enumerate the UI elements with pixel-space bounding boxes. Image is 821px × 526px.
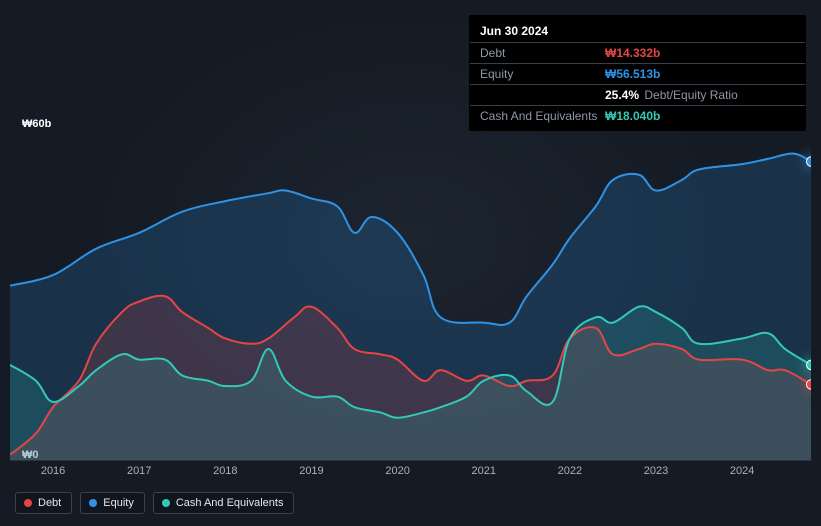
y-axis-max-label: ₩60b [22, 118, 51, 130]
legend-item-cash-and-equivalents[interactable]: Cash And Equivalents [153, 492, 295, 514]
chart-legend: Debt Equity Cash And Equivalents [15, 492, 294, 514]
x-tick: 2018 [213, 465, 237, 477]
hover-tooltip: Jun 30 2024 Debt₩14.332bEquity₩56.513b25… [469, 15, 806, 131]
tooltip-row-label [480, 88, 605, 102]
x-tick: 2021 [471, 465, 495, 477]
chart-plot[interactable] [10, 143, 811, 461]
x-tick: 2023 [644, 465, 668, 477]
legend-item-debt[interactable]: Debt [15, 492, 72, 514]
tooltip-row-value: ₩56.513b [605, 67, 795, 81]
tooltip-row-value: ₩14.332b [605, 46, 795, 60]
x-tick: 2024 [730, 465, 754, 477]
chart-svg [10, 143, 811, 460]
legend-label: Cash And Equivalents [176, 497, 284, 509]
marker-cash-and-equivalents [806, 360, 811, 370]
legend-label: Equity [103, 497, 134, 509]
tooltip-row-label: Debt [480, 46, 605, 60]
x-tick: 2020 [385, 465, 409, 477]
tooltip-date: Jun 30 2024 [470, 20, 805, 43]
legend-swatch [89, 499, 97, 507]
legend-swatch [162, 499, 170, 507]
tooltip-row-label: Equity [480, 67, 605, 81]
tooltip-row: Equity₩56.513b [470, 64, 805, 85]
x-tick: 2019 [299, 465, 323, 477]
chart-area: ₩60b ₩0 [10, 120, 811, 461]
tooltip-row: 25.4% Debt/Equity Ratio [470, 85, 805, 106]
x-axis: 2016 2017 2018 2019 2020 2021 2022 2023 2024 [10, 465, 811, 481]
tooltip-row-value: 25.4% Debt/Equity Ratio [605, 88, 795, 102]
legend-label: Debt [38, 497, 61, 509]
x-tick: 2022 [558, 465, 582, 477]
x-tick: 2017 [127, 465, 151, 477]
legend-item-equity[interactable]: Equity [80, 492, 145, 514]
marker-equity [806, 157, 811, 167]
x-tick: 2016 [41, 465, 65, 477]
marker-debt [806, 380, 811, 390]
tooltip-row: Debt₩14.332b [470, 43, 805, 64]
financial-history-chart: Jun 30 2024 Debt₩14.332bEquity₩56.513b25… [0, 0, 821, 526]
legend-swatch [24, 499, 32, 507]
